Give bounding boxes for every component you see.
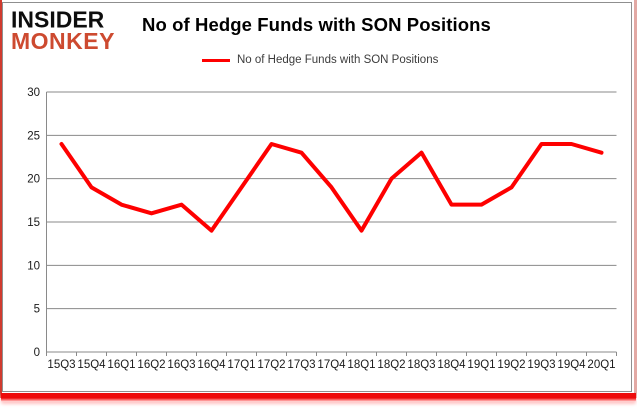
data-series-line: [59, 142, 604, 233]
x-axis-label: 18Q4: [437, 359, 466, 371]
x-axis-label: 15Q4: [77, 359, 106, 371]
legend-line-swatch: [202, 58, 230, 62]
x-axis-label: 16Q3: [167, 359, 195, 371]
y-axis-label: 15: [27, 217, 40, 229]
x-axis-label: 17Q1: [227, 359, 255, 371]
y-axis-label: 5: [34, 304, 40, 316]
card-bottom-red-bar: [1, 393, 636, 402]
x-axis-label: 18Q3: [407, 359, 435, 371]
x-axis-label: 18Q2: [377, 359, 405, 371]
x-axis-label: 19Q3: [527, 359, 555, 371]
x-axis-label: 19Q1: [467, 359, 495, 371]
y-axis-label: 25: [27, 130, 40, 142]
card-right-accent: [634, 0, 637, 398]
x-axis-label: 16Q2: [137, 359, 165, 371]
x-axis-label: 20Q1: [587, 359, 615, 371]
chart-legend: No of Hedge Funds with SON Positions: [202, 54, 438, 66]
x-axis-label: 17Q3: [287, 359, 315, 371]
logo-insider-text: INSIDER: [11, 5, 105, 33]
x-axis-label: 15Q3: [47, 359, 75, 371]
x-axis-label: 19Q4: [557, 359, 586, 371]
logo-monkey-text: MONKEY: [11, 27, 115, 54]
y-axis-label: 30: [27, 87, 40, 99]
x-axis-label: 18Q1: [347, 359, 375, 371]
y-axis-label: 20: [27, 174, 40, 186]
x-axis-label: 16Q4: [197, 359, 226, 371]
x-axis-label: 19Q2: [497, 359, 525, 371]
x-axis-label: 16Q1: [107, 359, 135, 371]
card-left-accent: [0, 0, 2, 398]
insider-monkey-logo: INSIDER MONKEY: [11, 8, 115, 52]
y-axis-label: 10: [27, 260, 40, 272]
x-axis-label: 17Q4: [317, 359, 346, 371]
y-axis-label: 0: [34, 347, 40, 359]
legend-label: No of Hedge Funds with SON Positions: [237, 54, 439, 66]
x-axis-label: 17Q2: [257, 359, 285, 371]
chart-title: No of Hedge Funds with SON Positions: [142, 14, 491, 35]
